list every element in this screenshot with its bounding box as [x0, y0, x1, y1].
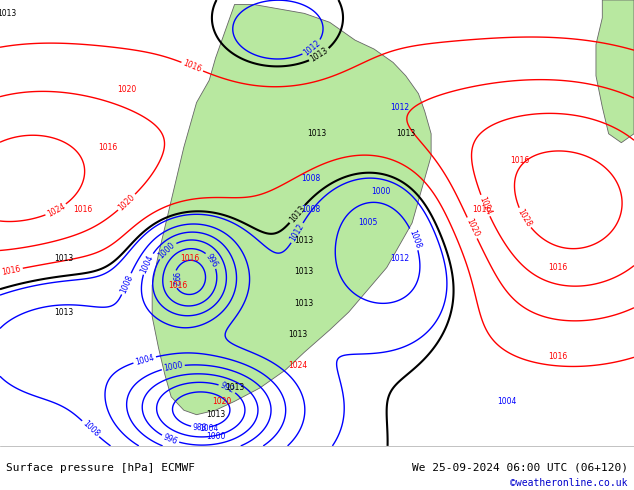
Text: 1024: 1024 — [477, 195, 493, 216]
Text: ©weatheronline.co.uk: ©weatheronline.co.uk — [510, 478, 628, 488]
Text: 1012: 1012 — [390, 254, 409, 263]
Text: 1013: 1013 — [309, 46, 330, 64]
Text: 1016: 1016 — [73, 205, 92, 214]
Text: 1013: 1013 — [288, 330, 307, 339]
Text: 1008: 1008 — [301, 205, 320, 214]
Text: Surface pressure [hPa] ECMWF: Surface pressure [hPa] ECMWF — [6, 463, 195, 473]
Text: 1016: 1016 — [548, 263, 567, 272]
Text: 1008: 1008 — [119, 273, 134, 294]
Text: 1013: 1013 — [295, 268, 314, 276]
Text: 1004: 1004 — [498, 397, 517, 406]
Text: 1005: 1005 — [358, 219, 377, 227]
Text: 1020: 1020 — [117, 193, 137, 212]
Text: 1024: 1024 — [288, 361, 307, 370]
Text: 992: 992 — [219, 381, 236, 395]
Text: We 25-09-2024 06:00 UTC (06+120): We 25-09-2024 06:00 UTC (06+120) — [411, 463, 628, 473]
Text: 1013: 1013 — [54, 254, 73, 263]
Text: 1016: 1016 — [510, 156, 529, 165]
Text: 1028: 1028 — [515, 208, 533, 228]
Text: 1016: 1016 — [1, 264, 22, 277]
Text: 1020: 1020 — [117, 85, 136, 94]
Text: 1024: 1024 — [46, 201, 67, 219]
Text: 1013: 1013 — [54, 308, 73, 317]
Text: 1013: 1013 — [307, 129, 327, 138]
Polygon shape — [596, 0, 634, 143]
Text: 1004: 1004 — [139, 253, 155, 274]
Text: 1004: 1004 — [200, 423, 219, 433]
Text: 1016: 1016 — [548, 352, 567, 361]
Text: 1012: 1012 — [390, 102, 409, 112]
Text: 1000: 1000 — [163, 361, 184, 373]
Text: 1016: 1016 — [181, 254, 200, 263]
Text: 1013: 1013 — [206, 410, 225, 419]
Text: 1016: 1016 — [168, 281, 187, 290]
Text: 988: 988 — [193, 423, 207, 432]
Text: 1016: 1016 — [98, 143, 117, 151]
Text: 1016: 1016 — [182, 59, 203, 74]
Text: 1013: 1013 — [396, 129, 415, 138]
Text: 1013: 1013 — [225, 384, 244, 392]
Text: 996: 996 — [162, 432, 179, 446]
Text: 1000: 1000 — [371, 187, 390, 196]
Text: 1008: 1008 — [407, 228, 422, 250]
Text: 1012: 1012 — [302, 39, 323, 58]
Polygon shape — [152, 4, 431, 415]
Text: 996: 996 — [204, 252, 219, 269]
Text: 1013: 1013 — [0, 9, 16, 18]
Text: 1020: 1020 — [464, 218, 481, 239]
Text: 1000: 1000 — [157, 240, 177, 260]
Text: 1008: 1008 — [81, 419, 101, 439]
Text: 1004: 1004 — [134, 353, 155, 367]
Text: 992: 992 — [169, 272, 179, 287]
Text: 1000: 1000 — [206, 433, 225, 441]
Text: 1013: 1013 — [295, 236, 314, 245]
Text: 1020: 1020 — [212, 397, 231, 406]
Text: 1012: 1012 — [288, 222, 306, 244]
Text: 1016: 1016 — [472, 205, 491, 214]
Text: 1008: 1008 — [301, 174, 320, 183]
Text: 1013: 1013 — [295, 299, 314, 308]
Text: 1013: 1013 — [287, 204, 307, 224]
